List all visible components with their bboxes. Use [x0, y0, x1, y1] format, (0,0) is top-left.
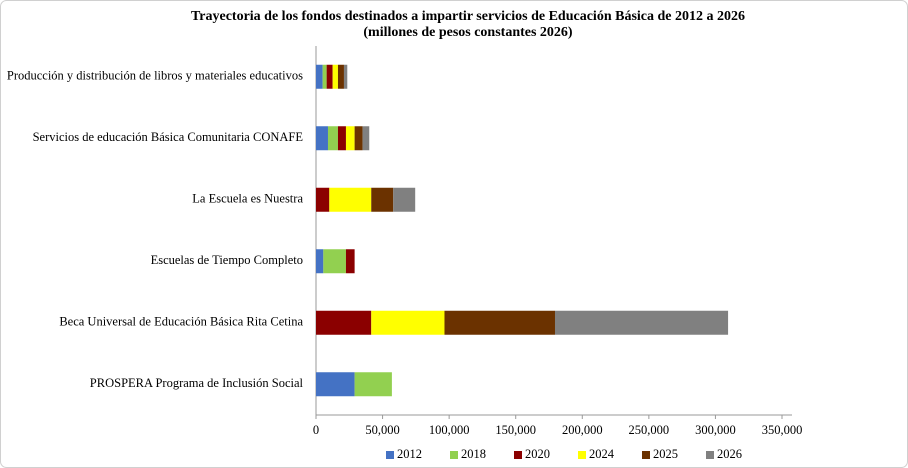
chart-subtitle: (millones de pesos constantes 2026) — [363, 25, 573, 40]
bar-segment — [343, 64, 348, 89]
legend-label: 2025 — [653, 447, 678, 461]
bar-segment — [354, 372, 392, 397]
legend-swatch — [642, 451, 650, 459]
bar-segment — [316, 310, 372, 335]
legend-label: 2012 — [397, 447, 422, 461]
bar-segment — [337, 126, 346, 151]
bar-segment — [316, 126, 328, 151]
bar-segment — [444, 310, 555, 335]
x-tick-label: 100,000 — [429, 423, 470, 437]
y-tick-label: Servicios de educación Básica Comunitari… — [33, 130, 304, 144]
legend-label: 2024 — [589, 447, 615, 461]
x-tick-label: 250,000 — [629, 423, 670, 437]
bar-segment — [332, 64, 338, 89]
bar-segment — [337, 64, 344, 89]
bar-segment — [316, 64, 323, 89]
y-tick-label: La Escuela es Nuestra — [192, 192, 303, 206]
bar-segment — [326, 64, 333, 89]
legend-swatch — [706, 451, 714, 459]
x-tick-label: 200,000 — [562, 423, 603, 437]
legend-label: 2018 — [461, 447, 486, 461]
bar-segment — [371, 187, 394, 212]
bar-segment — [345, 249, 355, 274]
legend-label: 2020 — [525, 447, 550, 461]
bar-segment — [362, 126, 370, 151]
bar-segment — [316, 372, 355, 397]
bar-segment — [316, 187, 330, 212]
y-tick-label: Producción y distribución de libros y ma… — [7, 69, 303, 83]
legend-swatch — [386, 451, 394, 459]
x-tick-label: 150,000 — [495, 423, 536, 437]
bar-segment — [371, 310, 445, 335]
legend-swatch — [450, 451, 458, 459]
bar-segment — [345, 126, 355, 151]
bar-segment — [322, 64, 327, 89]
legend-swatch — [514, 451, 522, 459]
bar-segment — [354, 126, 363, 151]
x-tick-label: 300,000 — [695, 423, 736, 437]
legend-swatch — [578, 451, 586, 459]
bar-segment — [393, 187, 416, 212]
y-tick-label: Beca Universal de Educación Básica Rita … — [59, 315, 303, 329]
bar-segment — [316, 249, 324, 274]
y-tick-label: Escuelas de Tiempo Completo — [151, 253, 303, 267]
bar-segment — [554, 310, 729, 335]
y-tick-label: PROSPERA Programa de Inclusión Social — [90, 376, 304, 390]
legend-label: 2026 — [717, 447, 742, 461]
bar-segment — [327, 126, 338, 151]
chart-title: Trayectoria de los fondos destinados a i… — [191, 9, 745, 24]
x-tick-label: 350,000 — [762, 423, 803, 437]
x-tick-label: 0 — [313, 423, 319, 437]
bar-segment — [329, 187, 372, 212]
x-tick-label: 50,000 — [365, 423, 399, 437]
bar-segment — [323, 249, 346, 274]
